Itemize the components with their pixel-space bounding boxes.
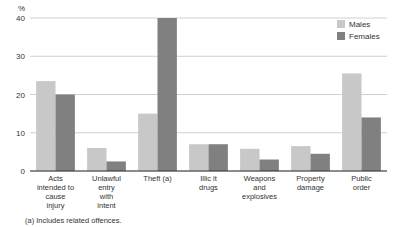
bar xyxy=(158,18,177,171)
grid-line xyxy=(30,132,387,133)
footnote: (a) Includes related offences. xyxy=(25,216,122,225)
y-tick-label: 20 xyxy=(16,91,25,100)
bar xyxy=(36,81,55,171)
bar xyxy=(87,148,106,171)
bar xyxy=(240,149,259,171)
x-tick-label: Propertydamage xyxy=(296,174,325,192)
x-tick-label: Publicorder xyxy=(351,174,372,192)
y-axis-label: % xyxy=(18,4,25,13)
chart: 0 10 20 30 40% Actsintended tocauseinjury Unla… xyxy=(0,0,397,227)
legend-swatch xyxy=(337,32,345,40)
bar xyxy=(209,144,228,171)
x-tick-label: Illic itdrugs xyxy=(199,174,218,192)
grid-line xyxy=(30,171,387,172)
bar xyxy=(362,117,381,171)
bar xyxy=(260,160,279,171)
legend-swatch xyxy=(337,20,345,28)
x-axis xyxy=(30,171,387,172)
legend: Males Females xyxy=(337,20,380,41)
bar xyxy=(291,146,310,171)
grid-line xyxy=(30,18,387,19)
y-tick-label: 40 xyxy=(16,14,25,23)
bar xyxy=(107,161,126,171)
x-tick-label: Unlawfulentrywithintent xyxy=(92,174,121,210)
bar xyxy=(138,114,157,171)
legend-label: Males xyxy=(349,20,370,29)
bar xyxy=(189,144,208,171)
grid-line xyxy=(30,56,387,57)
bar xyxy=(311,154,330,171)
bar xyxy=(56,95,75,172)
bars xyxy=(36,18,381,171)
x-tick-label: Theft (a) xyxy=(143,174,172,183)
grid-line xyxy=(30,94,387,95)
y-tick-label: 30 xyxy=(16,52,25,61)
legend-label: Females xyxy=(349,32,380,41)
grid xyxy=(30,18,387,171)
y-tick-label: 0 xyxy=(21,167,26,176)
y-tick-label: 10 xyxy=(16,129,25,138)
x-tick-label: Weaponsandexplosives xyxy=(242,174,277,201)
x-tick-label: Actsintended tocauseinjury xyxy=(37,174,74,210)
bar xyxy=(342,73,361,171)
